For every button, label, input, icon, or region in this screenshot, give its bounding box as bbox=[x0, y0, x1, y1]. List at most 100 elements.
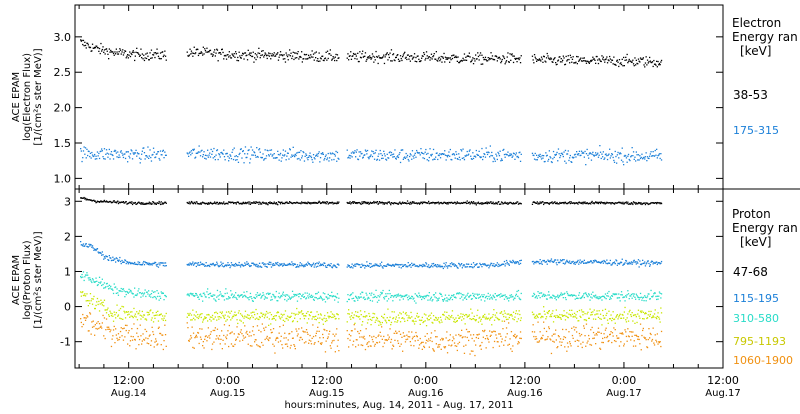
data-point bbox=[80, 291, 81, 292]
data-point bbox=[496, 312, 497, 313]
data-point bbox=[434, 53, 435, 54]
data-point bbox=[338, 202, 339, 203]
data-point bbox=[656, 261, 657, 262]
data-point bbox=[338, 302, 339, 303]
data-point bbox=[274, 318, 275, 319]
data-point bbox=[433, 149, 434, 150]
data-point bbox=[132, 340, 133, 341]
data-point bbox=[421, 299, 422, 300]
data-point bbox=[450, 317, 451, 318]
data-point bbox=[505, 62, 506, 63]
data-point bbox=[470, 295, 471, 296]
data-point bbox=[423, 153, 424, 154]
data-point bbox=[131, 203, 132, 204]
data-point bbox=[565, 64, 566, 65]
data-point bbox=[100, 53, 101, 54]
data-point bbox=[161, 201, 162, 202]
data-point bbox=[281, 336, 282, 337]
data-point bbox=[163, 150, 164, 151]
data-point bbox=[189, 264, 190, 265]
data-point bbox=[102, 251, 103, 252]
data-point bbox=[227, 298, 228, 299]
data-point bbox=[228, 296, 229, 297]
data-point bbox=[533, 261, 534, 262]
data-point bbox=[443, 58, 444, 59]
data-point bbox=[262, 157, 263, 158]
data-point bbox=[158, 267, 159, 268]
data-point bbox=[384, 63, 385, 64]
data-point bbox=[156, 266, 157, 267]
data-point bbox=[162, 315, 163, 316]
data-point bbox=[631, 261, 632, 262]
data-point bbox=[563, 156, 564, 157]
data-point bbox=[163, 55, 164, 56]
data-point bbox=[457, 61, 458, 62]
data-point bbox=[253, 62, 254, 63]
data-point bbox=[567, 153, 568, 154]
data-point bbox=[297, 321, 298, 322]
data-point bbox=[133, 50, 134, 51]
data-point bbox=[316, 297, 317, 298]
data-point bbox=[606, 295, 607, 296]
data-point bbox=[328, 298, 329, 299]
data-point bbox=[133, 296, 134, 297]
data-point bbox=[93, 279, 94, 280]
data-point bbox=[455, 317, 456, 318]
data-point bbox=[495, 154, 496, 155]
data-point bbox=[243, 322, 244, 323]
data-point bbox=[248, 201, 249, 202]
data-point bbox=[624, 264, 625, 265]
data-point bbox=[351, 315, 352, 316]
data-point bbox=[102, 150, 103, 151]
data-point bbox=[135, 52, 136, 53]
data-point bbox=[136, 48, 137, 49]
data-point bbox=[266, 155, 267, 156]
data-point bbox=[398, 204, 399, 205]
data-point bbox=[480, 52, 481, 53]
data-point bbox=[109, 48, 110, 49]
data-point bbox=[491, 152, 492, 153]
data-point bbox=[248, 315, 249, 316]
data-point bbox=[615, 156, 616, 157]
data-point bbox=[293, 296, 294, 297]
data-point bbox=[162, 51, 163, 52]
data-point bbox=[609, 149, 610, 150]
data-point bbox=[398, 264, 399, 265]
data-point bbox=[382, 267, 383, 268]
data-point bbox=[453, 263, 454, 264]
data-point bbox=[332, 313, 333, 314]
data-point bbox=[317, 298, 318, 299]
data-point bbox=[650, 311, 651, 312]
data-point bbox=[643, 300, 644, 301]
data-point bbox=[347, 150, 348, 151]
data-point bbox=[548, 159, 549, 160]
data-point bbox=[321, 297, 322, 298]
data-point bbox=[106, 149, 107, 150]
data-point bbox=[327, 51, 328, 52]
data-point bbox=[584, 157, 585, 158]
data-point bbox=[149, 149, 150, 150]
data-point bbox=[95, 278, 96, 279]
data-point bbox=[109, 255, 110, 256]
data-point bbox=[420, 154, 421, 155]
data-point bbox=[144, 292, 145, 293]
data-point bbox=[193, 53, 194, 54]
data-point bbox=[199, 299, 200, 300]
data-point bbox=[305, 331, 306, 332]
data-point bbox=[319, 297, 320, 298]
data-point bbox=[396, 57, 397, 58]
data-point bbox=[220, 265, 221, 266]
data-point bbox=[200, 337, 201, 338]
data-point bbox=[263, 328, 264, 329]
data-point bbox=[259, 148, 260, 149]
data-point bbox=[214, 49, 215, 50]
data-point bbox=[587, 155, 588, 156]
data-point bbox=[299, 312, 300, 313]
data-point bbox=[147, 343, 148, 344]
data-point bbox=[566, 261, 567, 262]
data-point bbox=[438, 317, 439, 318]
data-point bbox=[246, 296, 247, 297]
data-point bbox=[128, 293, 129, 294]
data-point bbox=[317, 58, 318, 59]
data-point bbox=[505, 265, 506, 266]
